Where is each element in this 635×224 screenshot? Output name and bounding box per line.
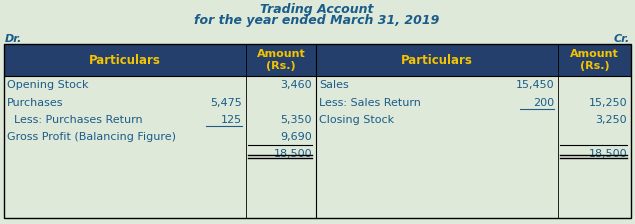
Text: Purchases: Purchases [7, 97, 64, 108]
Text: Less: Purchases Return: Less: Purchases Return [7, 114, 143, 125]
FancyBboxPatch shape [4, 76, 631, 218]
Text: Amount
(Rs.): Amount (Rs.) [257, 49, 305, 71]
Text: 200: 200 [533, 97, 554, 108]
Text: Amount
(Rs.): Amount (Rs.) [570, 49, 619, 71]
Text: 15,450: 15,450 [516, 80, 554, 90]
Text: 3,250: 3,250 [596, 114, 627, 125]
Text: 9,690: 9,690 [280, 131, 312, 142]
Text: 125: 125 [221, 114, 242, 125]
Text: 15,250: 15,250 [589, 97, 627, 108]
Text: Particulars: Particulars [401, 54, 473, 67]
Text: for the year ended March 31, 2019: for the year ended March 31, 2019 [194, 13, 439, 26]
Text: Sales: Sales [319, 80, 349, 90]
Text: Opening Stock: Opening Stock [7, 80, 88, 90]
Text: Less: Sales Return: Less: Sales Return [319, 97, 421, 108]
Text: Particulars: Particulars [89, 54, 161, 67]
Text: 5,350: 5,350 [281, 114, 312, 125]
Text: 18,500: 18,500 [589, 149, 627, 159]
FancyBboxPatch shape [316, 44, 631, 76]
Text: 5,475: 5,475 [210, 97, 242, 108]
Text: 3,460: 3,460 [281, 80, 312, 90]
Text: Dr.: Dr. [5, 34, 22, 44]
Text: Trading Account: Trading Account [260, 2, 374, 15]
Text: Cr.: Cr. [614, 34, 630, 44]
FancyBboxPatch shape [4, 44, 316, 76]
Text: Gross Profit (Balancing Figure): Gross Profit (Balancing Figure) [7, 131, 176, 142]
Text: 18,500: 18,500 [274, 149, 312, 159]
Text: Closing Stock: Closing Stock [319, 114, 394, 125]
